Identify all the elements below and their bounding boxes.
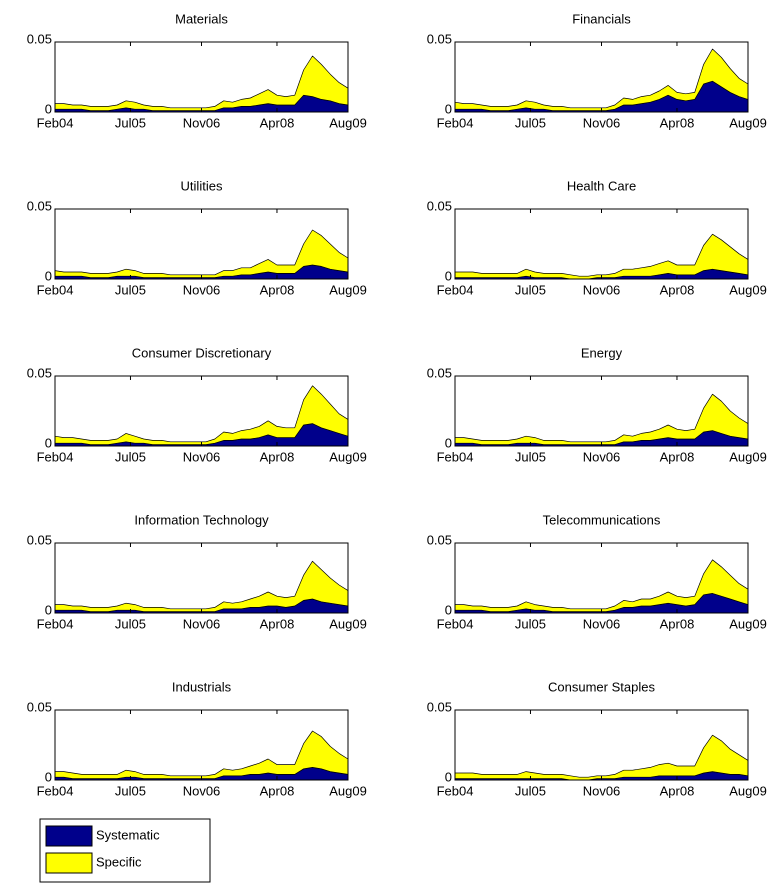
chart-title: Telecommunications	[543, 512, 661, 527]
x-tick-label: Aug09	[729, 115, 767, 130]
x-tick-label: Apr08	[660, 783, 695, 798]
x-tick-label: Jul05	[515, 282, 546, 297]
chart-title: Energy	[581, 345, 623, 360]
y-tick-label: 0.05	[427, 532, 452, 547]
legend: Systematic Specific	[39, 818, 211, 883]
y-tick-label: 0	[445, 268, 452, 283]
x-tick-label: Feb04	[37, 449, 74, 464]
y-tick-label: 0	[45, 602, 52, 617]
legend-label: Systematic	[96, 827, 160, 842]
x-tick-label: Aug09	[329, 449, 367, 464]
x-tick-label: Apr08	[660, 282, 695, 297]
area	[454, 734, 749, 781]
x-tick-label: Apr08	[260, 616, 295, 631]
legend-swatch	[45, 825, 93, 847]
x-tick-label: Apr08	[260, 115, 295, 130]
x-tick-label: Nov06	[583, 616, 621, 631]
x-tick-label: Jul05	[115, 449, 146, 464]
x-tick-label: Nov06	[583, 115, 621, 130]
x-tick-label: Aug09	[329, 783, 367, 798]
x-tick-label: Jul05	[115, 783, 146, 798]
x-tick-label: Apr08	[260, 783, 295, 798]
x-tick-label: Jul05	[515, 449, 546, 464]
y-tick-label: 0	[445, 769, 452, 784]
y-tick-label: 0.05	[27, 699, 52, 714]
x-tick-label: Aug09	[329, 115, 367, 130]
y-tick-label: 0	[45, 435, 52, 450]
chart-title: Financials	[572, 11, 631, 26]
x-tick-label: Feb04	[437, 783, 474, 798]
y-tick-label: 0	[45, 268, 52, 283]
x-tick-label: Apr08	[660, 616, 695, 631]
chart-title: Industrials	[172, 679, 232, 694]
chart-title: Information Technology	[134, 512, 269, 527]
y-tick-label: 0.05	[27, 365, 52, 380]
x-tick-label: Feb04	[37, 616, 74, 631]
x-tick-label: Jul05	[515, 616, 546, 631]
x-tick-label: Aug09	[729, 783, 767, 798]
chart-title: Consumer Discretionary	[132, 345, 272, 360]
x-tick-label: Aug09	[729, 449, 767, 464]
x-tick-label: Feb04	[37, 282, 74, 297]
x-tick-label: Apr08	[660, 115, 695, 130]
y-tick-label: 0.05	[27, 198, 52, 213]
y-tick-label: 0.05	[427, 198, 452, 213]
x-tick-label: Nov06	[583, 282, 621, 297]
x-tick-label: Nov06	[183, 282, 221, 297]
x-tick-label: Apr08	[260, 282, 295, 297]
x-tick-label: Aug09	[729, 282, 767, 297]
x-tick-label: Nov06	[183, 616, 221, 631]
y-tick-label: 0.05	[427, 699, 452, 714]
x-tick-label: Feb04	[437, 449, 474, 464]
chart-title: Utilities	[181, 178, 223, 193]
chart-title: Materials	[175, 11, 228, 26]
legend-label: Specific	[96, 854, 142, 869]
x-tick-label: Aug09	[329, 282, 367, 297]
x-tick-label: Feb04	[437, 282, 474, 297]
x-tick-label: Nov06	[183, 783, 221, 798]
legend-swatch	[45, 852, 93, 874]
y-tick-label: 0	[45, 769, 52, 784]
x-tick-label: Nov06	[583, 783, 621, 798]
x-tick-label: Jul05	[115, 616, 146, 631]
x-tick-label: Nov06	[183, 115, 221, 130]
x-tick-label: Jul05	[515, 783, 546, 798]
x-tick-label: Jul05	[115, 115, 146, 130]
y-tick-label: 0.05	[27, 31, 52, 46]
y-tick-label: 0	[445, 101, 452, 116]
x-tick-label: Feb04	[37, 115, 74, 130]
y-tick-label: 0.05	[427, 365, 452, 380]
x-tick-label: Aug09	[729, 616, 767, 631]
x-tick-label: Jul05	[115, 282, 146, 297]
x-tick-label: Feb04	[37, 783, 74, 798]
x-tick-label: Aug09	[329, 616, 367, 631]
x-tick-label: Apr08	[260, 449, 295, 464]
chart-title: Health Care	[567, 178, 636, 193]
y-tick-label: 0	[45, 101, 52, 116]
y-tick-label: 0.05	[427, 31, 452, 46]
x-tick-label: Jul05	[515, 115, 546, 130]
x-tick-label: Apr08	[660, 449, 695, 464]
x-tick-label: Nov06	[183, 449, 221, 464]
y-tick-label: 0	[445, 435, 452, 450]
chart-title: Consumer Staples	[548, 679, 655, 694]
x-tick-label: Nov06	[583, 449, 621, 464]
y-tick-label: 0.05	[27, 532, 52, 547]
x-tick-label: Feb04	[437, 115, 474, 130]
x-tick-label: Feb04	[437, 616, 474, 631]
y-tick-label: 0	[445, 602, 452, 617]
